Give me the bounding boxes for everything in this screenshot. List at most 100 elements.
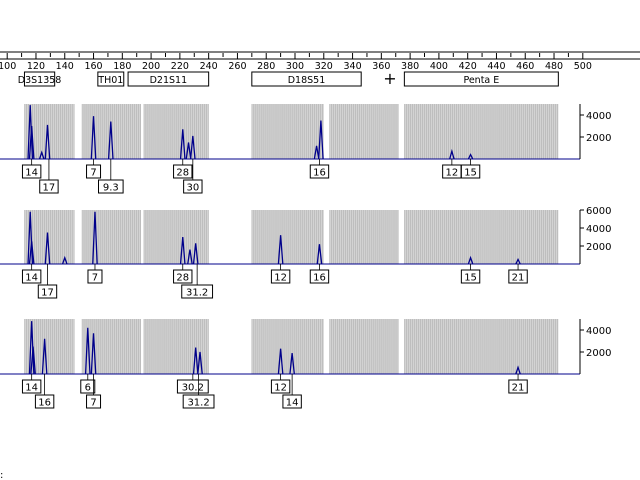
allele-call-label: 14 xyxy=(25,383,38,394)
trace-peak xyxy=(277,235,284,265)
allele-bin-region xyxy=(82,210,142,264)
y-tick-label: 4000 xyxy=(586,111,611,122)
allele-call-box[interactable] xyxy=(460,269,481,284)
allele-call-label: 21 xyxy=(512,383,525,394)
allele-call-label: 7 xyxy=(90,168,96,179)
allele-bin-region xyxy=(329,210,399,264)
allele-bin-region xyxy=(404,104,559,159)
ruler-tick-label: 360 xyxy=(372,61,390,72)
allele-bin-region xyxy=(82,319,142,374)
marker-name: D3S1358 xyxy=(18,75,62,86)
ruler-tick-label: 440 xyxy=(487,61,505,72)
y-tick-label: 4000 xyxy=(586,326,611,337)
allele-call-box[interactable] xyxy=(39,179,59,194)
allele-call-box[interactable] xyxy=(309,269,330,284)
allele-call-label: 12 xyxy=(274,383,287,394)
marker-box[interactable] xyxy=(97,71,125,87)
allele-call-box[interactable] xyxy=(173,269,193,284)
allele-bin-region xyxy=(329,104,399,159)
marker-box[interactable] xyxy=(251,71,362,87)
ruler-tick-label: 280 xyxy=(257,61,275,72)
trace-peak xyxy=(28,125,35,160)
marker-name: Penta E xyxy=(463,75,499,86)
marker-box[interactable] xyxy=(127,71,210,87)
size-ruler: 100 120 140 160 180 200 220 240 260 280 300 320 340 3… xyxy=(0,53,592,72)
trace-peak xyxy=(179,236,186,265)
allele-call-box[interactable] xyxy=(181,284,214,299)
edge-fragment-mark: : xyxy=(0,470,3,480)
y-tick-label: 6000 xyxy=(586,206,611,217)
ruler-tick-label: 400 xyxy=(430,61,448,72)
ruler-tick-label: 200 xyxy=(142,61,160,72)
ruler-tick-label: 480 xyxy=(545,61,563,72)
trace-peak xyxy=(449,148,455,160)
allele-call-label: 30 xyxy=(186,183,199,194)
trace-peak xyxy=(90,333,97,375)
trace-peak xyxy=(92,211,98,265)
allele-call-label: 16 xyxy=(313,168,326,179)
allele-call-box[interactable] xyxy=(87,269,103,284)
allele-call-label: 21 xyxy=(512,273,525,284)
allele-call-box[interactable] xyxy=(98,179,124,194)
trace-peak xyxy=(28,321,35,375)
allele-call-box[interactable] xyxy=(182,394,215,409)
trace-peak xyxy=(38,150,45,160)
allele-call-box[interactable] xyxy=(309,164,330,179)
allele-call-box[interactable] xyxy=(270,379,291,394)
trace-peak xyxy=(41,338,48,375)
allele-call-box[interactable] xyxy=(21,379,42,394)
trace-peak xyxy=(27,105,34,160)
marker-box[interactable] xyxy=(403,71,559,87)
allele-call-label: 6 xyxy=(85,383,91,394)
allele-call-box[interactable] xyxy=(34,394,55,409)
ruler-tick-label: 100 xyxy=(0,61,16,72)
ruler-tick-label: 260 xyxy=(228,61,246,72)
allele-call-label: 17 xyxy=(41,288,54,299)
marker-name: D21S11 xyxy=(150,75,188,86)
allele-call-box[interactable] xyxy=(270,269,291,284)
allele-call-box[interactable] xyxy=(176,379,209,394)
allele-call-box[interactable] xyxy=(173,164,193,179)
allele-call-box[interactable] xyxy=(80,379,96,394)
allele-call-label: 15 xyxy=(464,273,477,284)
ruler-tick-label: 160 xyxy=(84,61,102,72)
ruler-tick-label: 380 xyxy=(401,61,419,72)
allele-call-label: 30.2 xyxy=(182,383,204,394)
crosshair-cursor: + xyxy=(383,69,396,88)
ruler-tick-label: 320 xyxy=(315,61,333,72)
trace-peak xyxy=(318,120,324,160)
marker-bar: D3S1358 TH01 D21S11 D18S51 Penta E xyxy=(18,71,559,87)
allele-call-box[interactable] xyxy=(508,269,528,284)
allele-call-box[interactable] xyxy=(37,284,58,299)
allele-call-box[interactable] xyxy=(86,394,102,409)
trace-peak xyxy=(192,243,199,265)
allele-call-label: 12 xyxy=(274,273,287,284)
allele-call-box[interactable] xyxy=(508,379,528,394)
trace-peak xyxy=(30,346,36,375)
allele-call-box[interactable] xyxy=(282,394,302,409)
y-tick-label: 4000 xyxy=(586,224,611,235)
allele-call-label: 14 xyxy=(25,168,38,179)
trace-peak xyxy=(467,255,474,265)
allele-call-label: 28 xyxy=(176,168,189,179)
allele-call-box[interactable] xyxy=(86,164,102,179)
allele-bin-region xyxy=(251,104,324,159)
trace-peak xyxy=(316,244,323,265)
trace-peak xyxy=(44,232,51,265)
allele-call-box[interactable] xyxy=(21,164,42,179)
allele-bin-region xyxy=(329,319,399,374)
trace-peak xyxy=(197,351,203,375)
allele-call-box[interactable] xyxy=(460,164,481,179)
marker-name: TH01 xyxy=(97,75,123,86)
allele-call-box[interactable] xyxy=(183,179,203,194)
trace-peak xyxy=(107,121,114,160)
ruler-tick-label: 220 xyxy=(171,61,189,72)
allele-call-box[interactable] xyxy=(21,269,42,284)
allele-call-label: 16 xyxy=(38,398,51,409)
marker-box[interactable] xyxy=(23,71,56,87)
trace-peak xyxy=(185,142,192,160)
trace-peak xyxy=(28,241,35,265)
trace-peak xyxy=(192,347,199,375)
